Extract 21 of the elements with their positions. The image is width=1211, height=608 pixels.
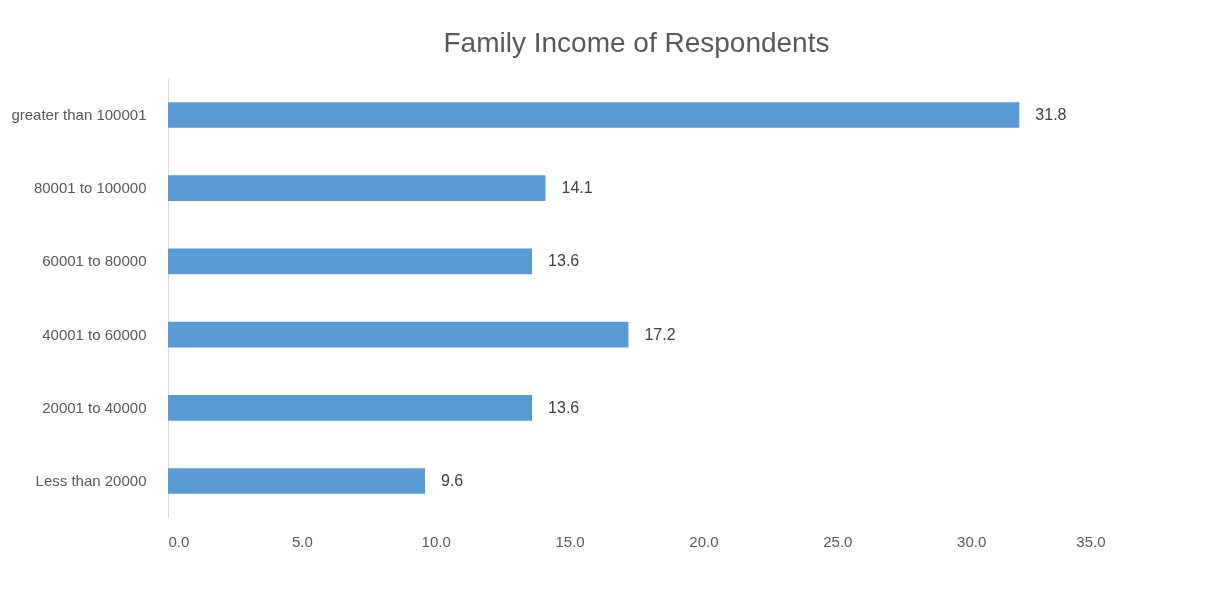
x-tick-label: 15.0: [555, 532, 585, 550]
data-label: 31.8: [1035, 105, 1067, 123]
data-label: 13.6: [548, 398, 580, 416]
y-tick-label: greater than 100001: [11, 105, 147, 123]
y-tick-label: 40001 to 60000: [42, 325, 147, 343]
x-tick-label: 5.0: [291, 532, 313, 550]
x-tick-label: 0.0: [168, 532, 190, 550]
y-tick-label: 60001 to 80000: [42, 252, 147, 270]
data-label: 9.6: [441, 472, 464, 490]
x-tick-label: 30.0: [957, 532, 987, 550]
chart-title: Family Income of Respondents: [443, 27, 830, 58]
x-tick-label: 10.0: [421, 532, 451, 550]
x-tick-label: 20.0: [689, 532, 719, 550]
y-tick-label: 80001 to 100000: [33, 179, 147, 197]
x-tick-label: 35.0: [1076, 532, 1106, 550]
data-label: 14.1: [561, 179, 593, 197]
x-tick-label: 25.0: [823, 532, 853, 550]
data-label: 13.6: [548, 252, 580, 270]
y-tick-label: Less than 20000: [35, 472, 147, 490]
data-label: 17.2: [644, 325, 676, 343]
y-tick-label: 20001 to 40000: [42, 398, 147, 416]
